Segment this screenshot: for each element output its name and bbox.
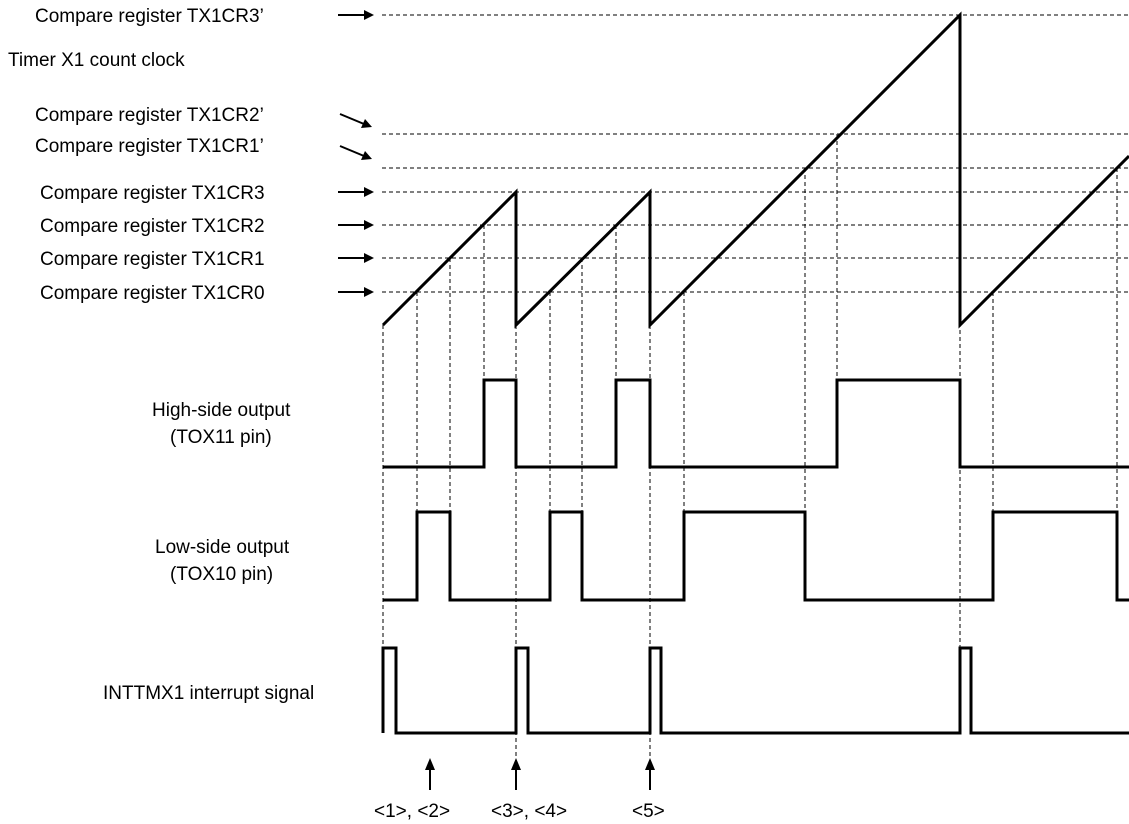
annotation-3-4: <3>, <4> bbox=[491, 801, 567, 822]
label-tx1cr2-prime: Compare register TX1CR2’ bbox=[35, 105, 264, 126]
interrupt-waveform bbox=[381, 646, 1129, 735]
label-low-side-pin: (TOX10 pin) bbox=[170, 564, 273, 585]
timer-count-waveform bbox=[381, 11, 1129, 329]
event-lines bbox=[382, 15, 1118, 760]
register-arrows bbox=[338, 10, 374, 297]
label-high-side: High-side output bbox=[152, 400, 291, 421]
low-side-waveform bbox=[383, 510, 1129, 602]
annotation-1-2: <1>, <2> bbox=[374, 801, 450, 822]
label-interrupt: INTTMX1 interrupt signal bbox=[103, 683, 314, 704]
label-tx1cr1: Compare register TX1CR1 bbox=[40, 249, 265, 270]
high-side-waveform bbox=[383, 378, 1129, 469]
compare-level-lines bbox=[382, 14, 1129, 293]
label-tx1cr1-prime: Compare register TX1CR1’ bbox=[35, 136, 264, 157]
label-tx1cr2: Compare register TX1CR2 bbox=[40, 216, 265, 237]
label-high-side-pin: (TOX11 pin) bbox=[170, 427, 272, 448]
label-tx1cr0: Compare register TX1CR0 bbox=[40, 283, 265, 304]
label-count-clock: Timer X1 count clock bbox=[8, 50, 185, 71]
label-tx1cr3: Compare register TX1CR3 bbox=[40, 183, 265, 204]
event-arrows bbox=[425, 758, 655, 790]
label-tx1cr3-prime: Compare register TX1CR3’ bbox=[35, 6, 264, 27]
label-low-side: Low-side output bbox=[155, 537, 290, 558]
annotation-5: <5> bbox=[632, 801, 665, 822]
